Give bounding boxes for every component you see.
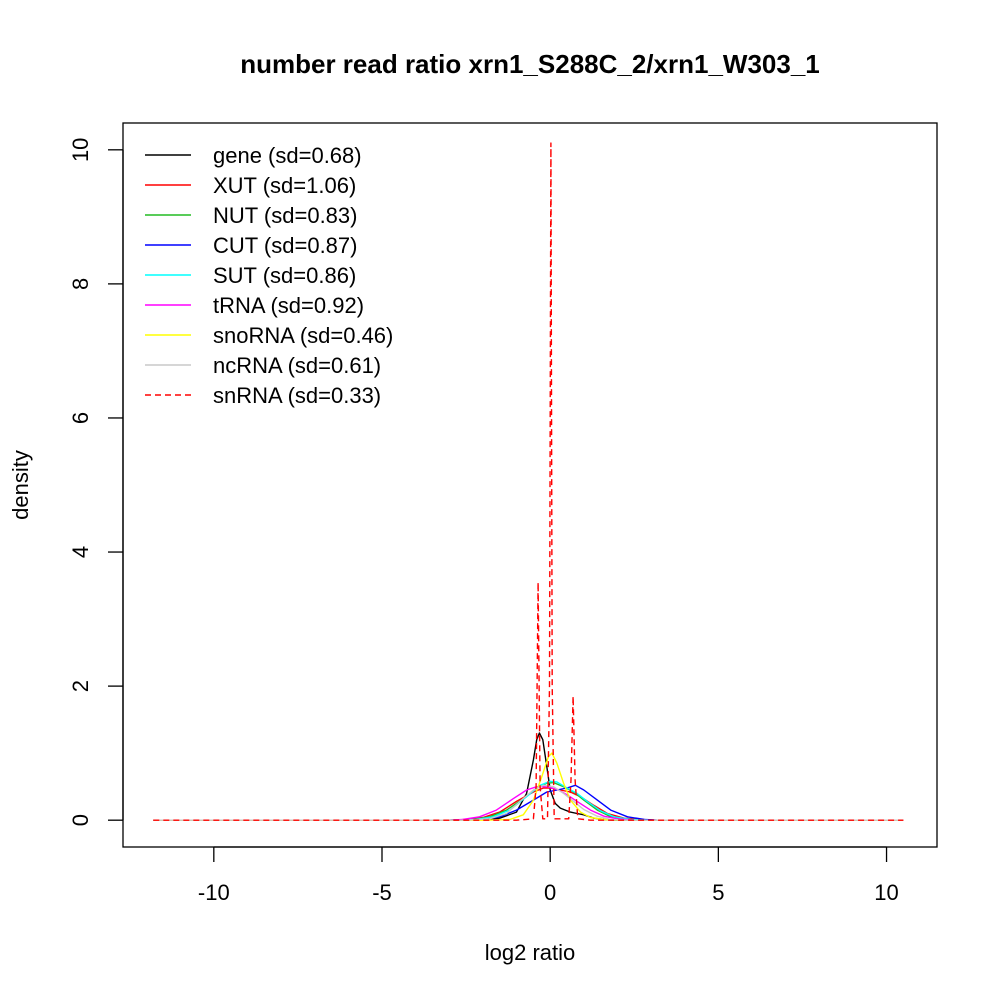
x-tick-label: 10 bbox=[874, 880, 898, 905]
series-line bbox=[153, 784, 904, 821]
chart-title: number read ratio xrn1_S288C_2/xrn1_W303… bbox=[240, 49, 820, 79]
legend-label: snoRNA (sd=0.46) bbox=[213, 323, 393, 348]
series-line bbox=[153, 752, 904, 821]
series-line bbox=[153, 142, 904, 821]
x-tick-label: -5 bbox=[372, 880, 392, 905]
legend: gene (sd=0.68) XUT (sd=1.06) NUT (sd=0.83)… bbox=[145, 143, 393, 408]
legend-label: gene (sd=0.68) bbox=[213, 143, 362, 168]
legend-label: CUT (sd=0.87) bbox=[213, 233, 357, 258]
y-tick-label: 8 bbox=[68, 278, 93, 290]
plot-frame bbox=[122, 122, 938, 848]
legend-label: SUT (sd=0.86) bbox=[213, 263, 356, 288]
y-axis: 0 2 4 6 8 10 bbox=[68, 138, 124, 826]
series-line bbox=[153, 786, 904, 821]
series-layer bbox=[153, 142, 904, 821]
series-line bbox=[153, 780, 904, 821]
x-axis: -10 -5 0 5 10 bbox=[198, 846, 899, 905]
legend-label: ncRNA (sd=0.61) bbox=[213, 353, 381, 378]
x-tick-label: 5 bbox=[712, 880, 724, 905]
y-tick-label: 2 bbox=[68, 680, 93, 692]
legend-label: NUT (sd=0.83) bbox=[213, 203, 357, 228]
x-tick-label: 0 bbox=[544, 880, 556, 905]
y-tick-label: 4 bbox=[68, 546, 93, 558]
legend-label: XUT (sd=1.06) bbox=[213, 173, 356, 198]
legend-label: tRNA (sd=0.92) bbox=[213, 293, 364, 318]
x-axis-label: log2 ratio bbox=[485, 940, 576, 965]
x-tick-label: -10 bbox=[198, 880, 230, 905]
series-line bbox=[153, 784, 904, 821]
y-axis-label: density bbox=[8, 450, 33, 520]
y-tick-label: 0 bbox=[68, 814, 93, 826]
y-tick-label: 6 bbox=[68, 412, 93, 424]
series-line bbox=[153, 787, 904, 821]
y-tick-label: 10 bbox=[68, 138, 93, 162]
legend-label: snRNA (sd=0.33) bbox=[213, 383, 381, 408]
